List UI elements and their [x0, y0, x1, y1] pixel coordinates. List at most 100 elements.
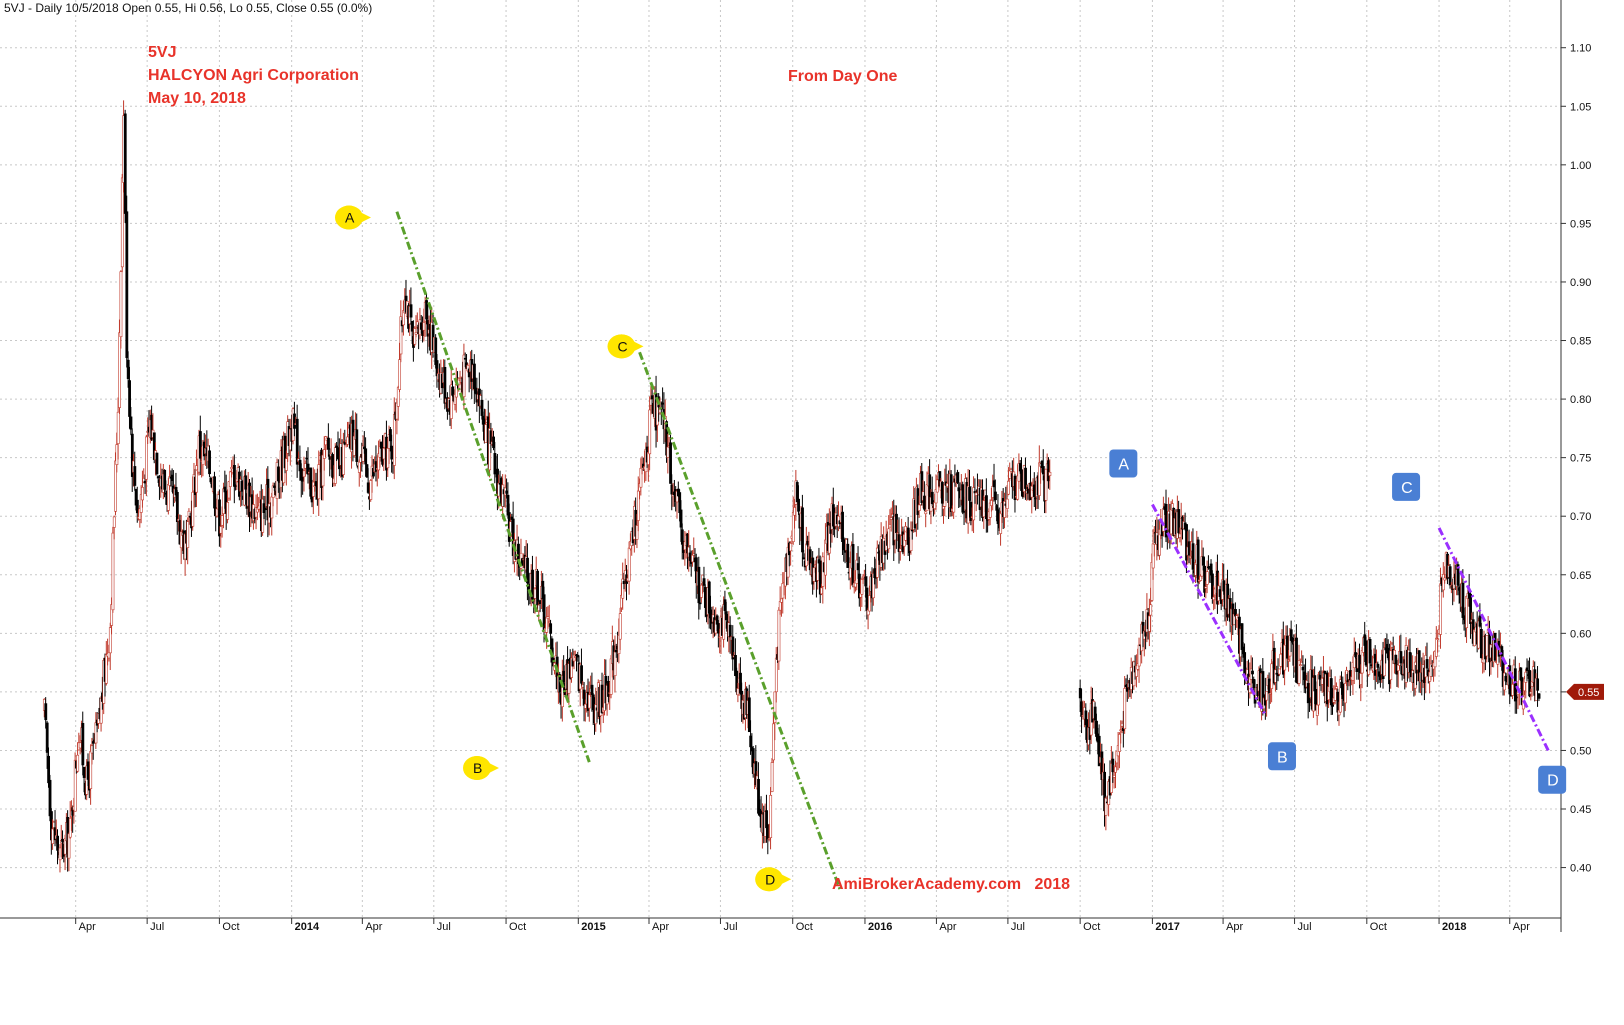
candle-body — [801, 507, 804, 553]
marker-yellow-B: B — [462, 756, 499, 781]
x-tick-label: Jul — [150, 921, 164, 933]
candle-body — [777, 609, 781, 662]
x-tick-label: 2016 — [868, 921, 892, 933]
candle-body — [773, 691, 777, 723]
ticker-annotation: 5VJ — [148, 44, 176, 61]
candle-body — [1343, 683, 1347, 704]
candle-body — [228, 471, 232, 487]
candle-body — [195, 465, 198, 493]
candle-body — [48, 779, 52, 817]
date-annotation: May 10, 2018 — [148, 90, 246, 107]
candle-body — [1389, 650, 1393, 681]
candle-body — [414, 332, 418, 335]
x-tick-label: 2014 — [295, 921, 320, 933]
y-tick-label: 1.00 — [1570, 160, 1591, 172]
candle-body — [1203, 565, 1206, 593]
candle-body — [536, 570, 539, 606]
candle-body — [924, 511, 928, 515]
candle-body — [1112, 775, 1116, 778]
candle-body — [443, 366, 447, 404]
y-tick-label: 0.40 — [1570, 863, 1591, 875]
candle-body — [774, 657, 778, 693]
candle-body — [865, 587, 869, 611]
pattern-markers: A B C D A B C D — [334, 205, 1567, 892]
candle-body — [1278, 668, 1281, 675]
candle-body — [812, 567, 816, 582]
x-tick-label: Apr — [1226, 921, 1243, 933]
candle-body — [480, 399, 484, 416]
candle-body — [899, 548, 902, 552]
y-tick-label: 0.80 — [1570, 394, 1591, 406]
candle-body — [1338, 679, 1342, 713]
candle-body — [747, 697, 751, 733]
candle-body — [163, 469, 167, 490]
candle-body — [680, 529, 684, 545]
candle-body — [125, 211, 129, 358]
marker-letter: A — [1118, 457, 1129, 474]
last-price-label: 0.55 — [1578, 687, 1599, 699]
x-tick-label: Apr — [79, 921, 96, 933]
candle-body — [887, 528, 891, 550]
candle-body — [198, 431, 202, 459]
marker-pointer — [631, 340, 644, 353]
candle-body — [1528, 670, 1532, 697]
candle-body — [123, 113, 127, 214]
candle-body — [1177, 509, 1181, 534]
y-tick-label: 0.65 — [1570, 570, 1591, 582]
candle-body — [47, 755, 51, 784]
candle-body — [1469, 593, 1472, 624]
marker-box — [1267, 742, 1296, 771]
candle-body — [1078, 687, 1082, 699]
x-tick-label: 2015 — [581, 921, 605, 933]
candle-body — [1299, 664, 1302, 666]
candle-body — [1270, 663, 1274, 689]
candle-body — [1513, 668, 1517, 702]
candle-body — [133, 466, 137, 486]
candle-body — [1080, 701, 1084, 717]
candle-body — [1394, 654, 1398, 665]
marker-letter: D — [765, 871, 775, 887]
candle-body — [175, 491, 179, 523]
marker-pointer — [486, 762, 499, 775]
candle-body — [141, 487, 144, 501]
candle-body — [618, 613, 622, 640]
candle-body — [666, 446, 670, 458]
x-tick-label: Jul — [437, 921, 451, 933]
candle-body — [285, 458, 288, 471]
candle-body — [333, 447, 337, 484]
candle-body — [648, 409, 652, 455]
x-tick-label: Oct — [796, 921, 813, 933]
candle-body — [635, 525, 639, 540]
x-tick-label: Jul — [1011, 921, 1025, 933]
candle-body — [322, 449, 326, 459]
candle-body — [1376, 663, 1380, 668]
candle-body — [846, 543, 850, 568]
candle-body — [293, 413, 296, 429]
candle-body — [698, 602, 702, 605]
candle-body — [1335, 686, 1338, 689]
candle-body — [1479, 628, 1483, 658]
y-tick-label: 0.75 — [1570, 453, 1591, 465]
candle-body — [533, 588, 537, 599]
marker-bubble-body — [334, 205, 363, 230]
candle-body — [364, 448, 368, 465]
candle-body — [1196, 539, 1200, 583]
candle-body — [191, 491, 195, 527]
candle-body — [772, 723, 775, 761]
candle-body — [1007, 480, 1010, 495]
candle-body — [1511, 684, 1514, 696]
candle-body — [549, 623, 553, 634]
candle-body — [108, 627, 112, 654]
marker-box — [1109, 449, 1138, 478]
candle-body — [120, 177, 124, 268]
candle-body — [1297, 660, 1301, 684]
marker-blue-A: A — [1109, 449, 1138, 478]
y-tick-label: 0.95 — [1570, 218, 1591, 230]
candle-body — [731, 636, 735, 660]
candle-body — [342, 442, 345, 475]
candle-body — [570, 657, 574, 678]
candle-body — [81, 723, 85, 766]
candle-body — [875, 547, 879, 578]
candle-body — [789, 543, 793, 552]
